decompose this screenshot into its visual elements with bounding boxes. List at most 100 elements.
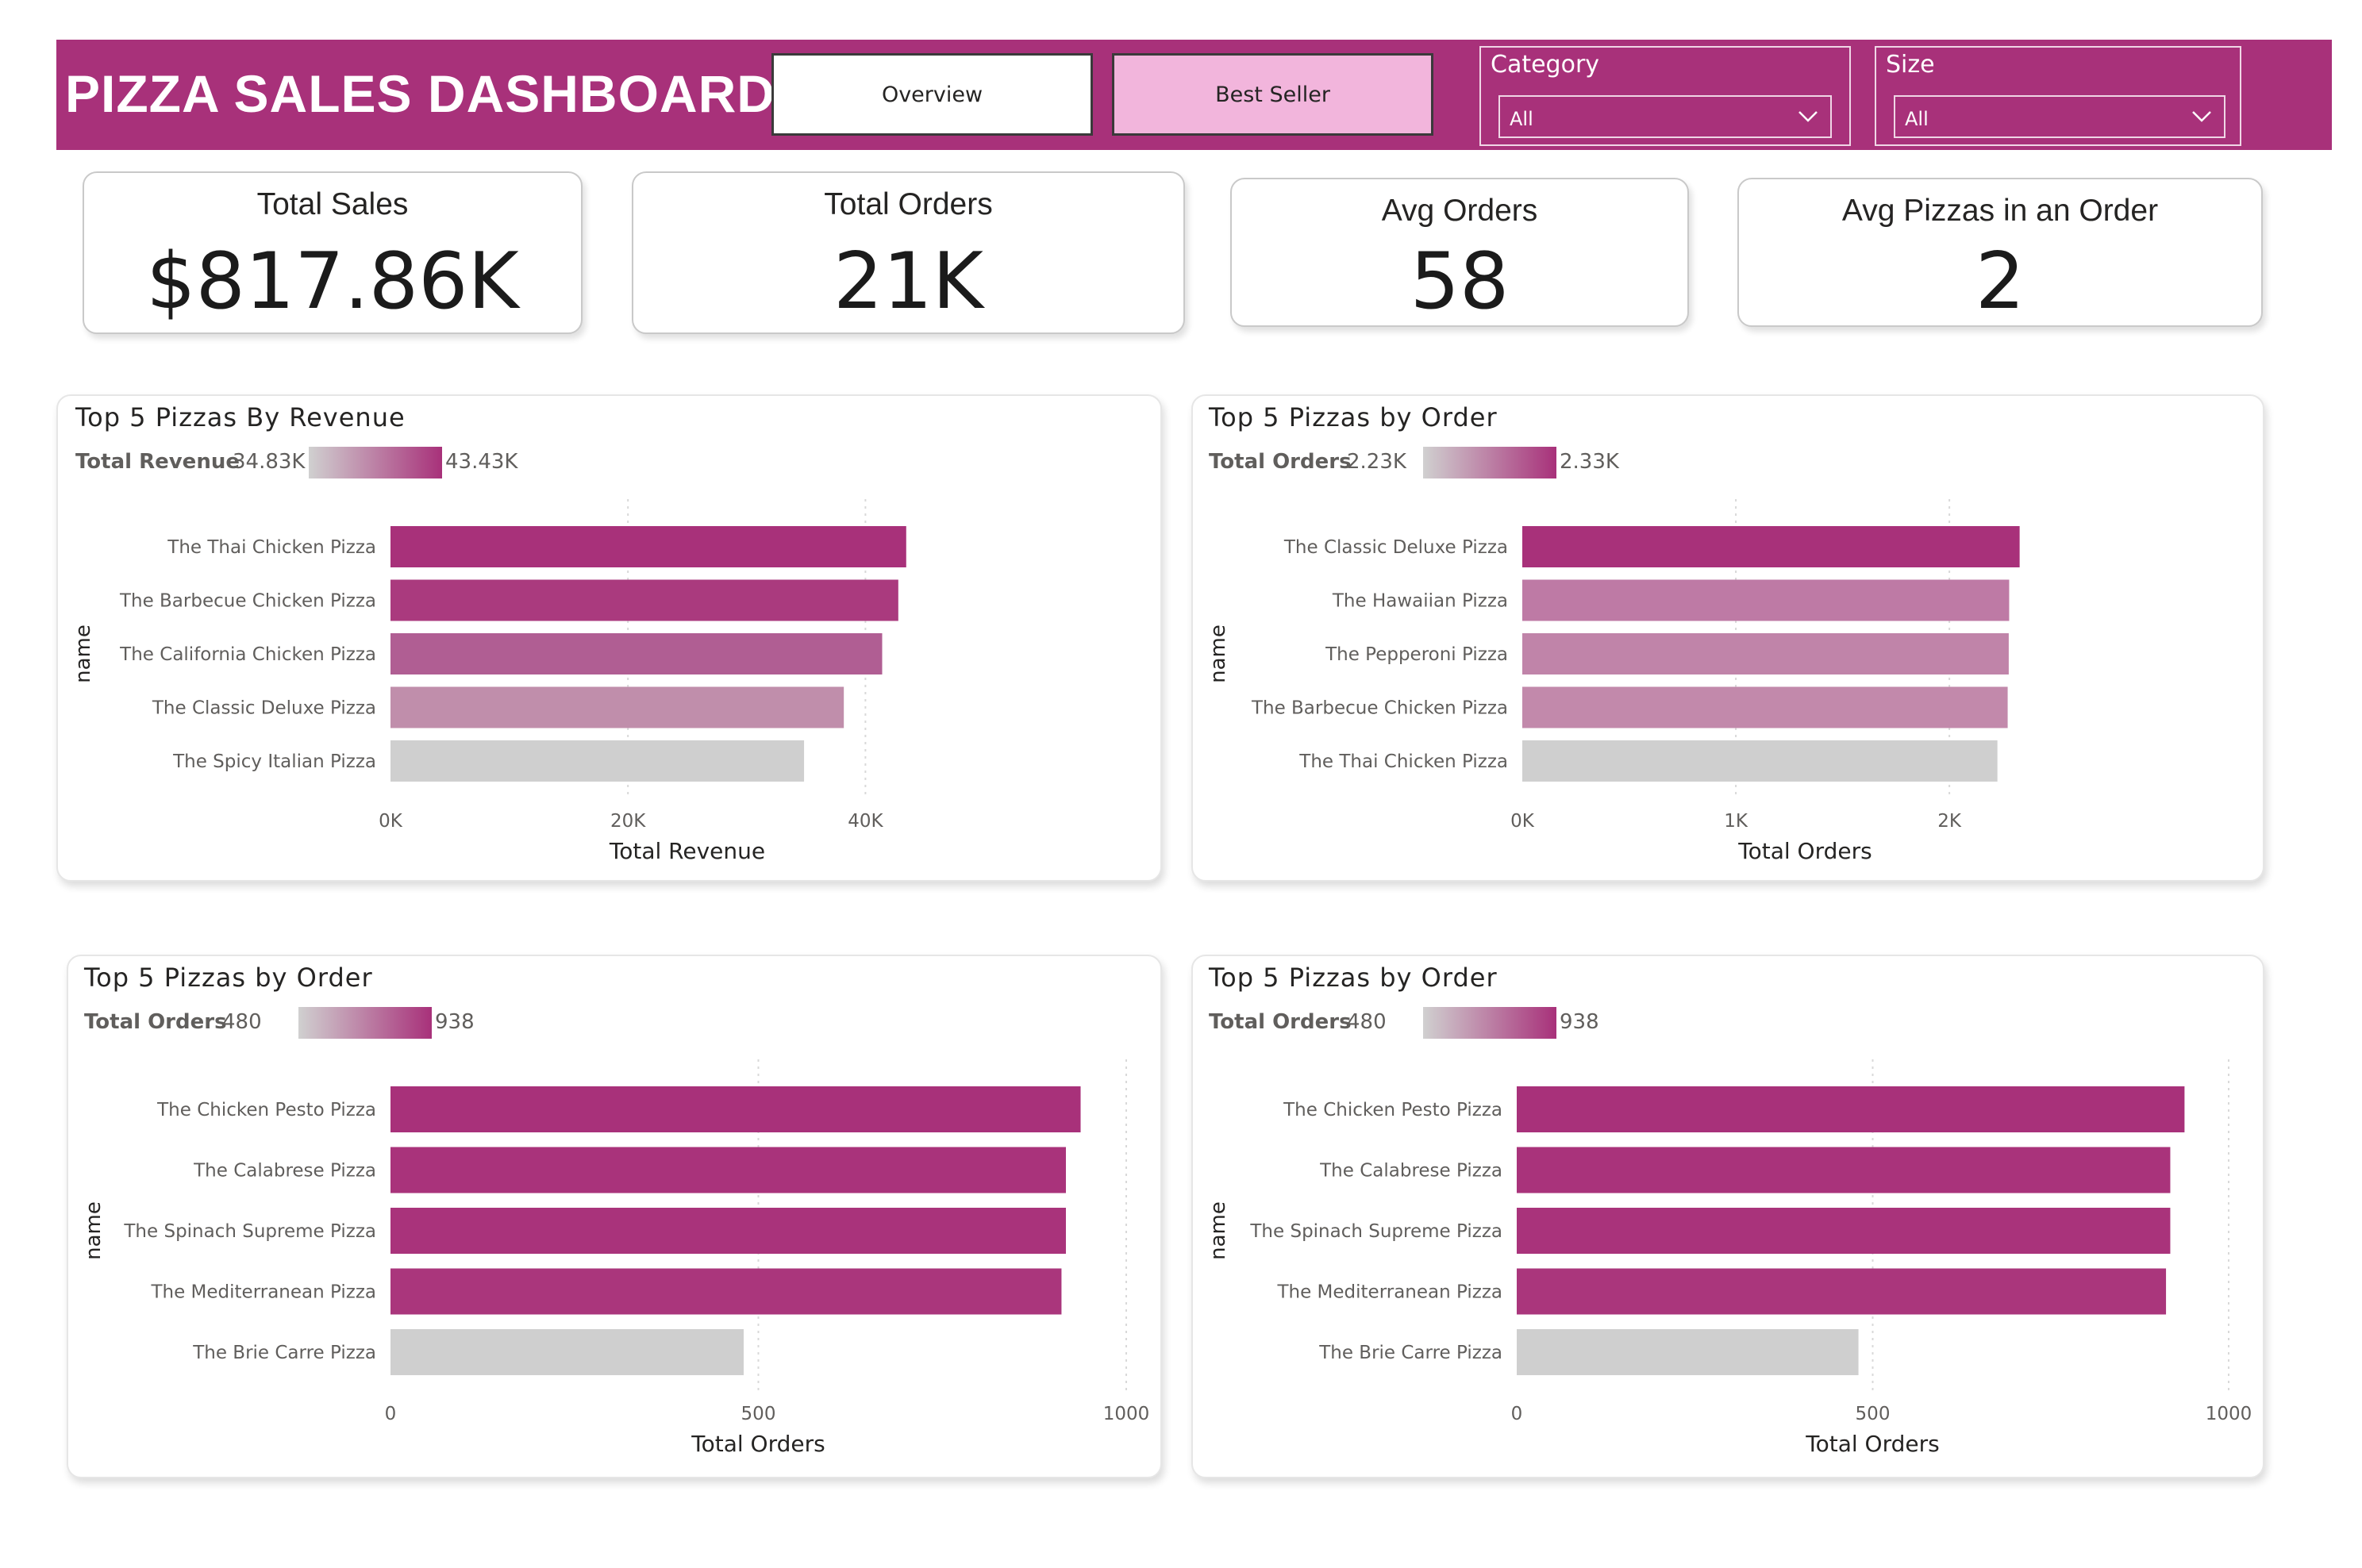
bar[interactable]: [390, 740, 805, 782]
category-label: The Chicken Pesto Pizza: [156, 1100, 376, 1120]
bar[interactable]: [1522, 686, 2008, 728]
legend-min: 2.23K: [1347, 450, 1406, 474]
bar[interactable]: [1522, 526, 2020, 567]
category-label: The Hawaiian Pizza: [1332, 591, 1508, 612]
kpi-value: 2: [1975, 236, 2025, 327]
category-label: The Brie Carre Pizza: [1318, 1343, 1502, 1363]
bar[interactable]: [390, 1268, 1062, 1315]
category-label: The Spinach Supreme Pizza: [1249, 1221, 1502, 1242]
chart-top5-revenue: Top 5 Pizzas By Revenue Total Revenue 34.8…: [56, 394, 1162, 882]
x-tick-label: 0: [1511, 1404, 1523, 1424]
chart-bottom5-orders: Top 5 Pizzas by Order Total Orders 480 938 0…: [67, 955, 1162, 1478]
kpi-total-sales: Total Sales $817.86K: [83, 171, 583, 334]
legend-name: Total Orders: [1209, 450, 1352, 474]
category-slicer: Category All: [1479, 46, 1851, 146]
x-tick-label: 0K: [379, 811, 403, 832]
kpi-avg-pizzas-per-order: Avg Pizzas in an Order 2: [1737, 178, 2263, 327]
bar[interactable]: [1517, 1329, 1859, 1375]
bar[interactable]: [1517, 1147, 2171, 1193]
bar[interactable]: [390, 526, 906, 567]
overview-button[interactable]: Overview: [771, 53, 1093, 136]
chart-bottom5-orders-2: Top 5 Pizzas by Order Total Orders 480 938 0…: [1191, 955, 2264, 1478]
x-tick-label: 500: [1856, 1404, 1891, 1424]
category-label: The Thai Chicken Pizza: [1298, 751, 1508, 772]
category-label: The Classic Deluxe Pizza: [1283, 537, 1508, 558]
gradient-legend: Total Orders 2.23K 2.33K: [1209, 447, 1685, 478]
category-label: The California Chicken Pizza: [119, 644, 376, 665]
gradient-legend: Total Orders 480 938: [1209, 1007, 1685, 1039]
legend-min: 480: [222, 1010, 262, 1034]
x-tick-label: 0: [385, 1404, 397, 1424]
y-axis-title: name: [82, 1201, 106, 1260]
gradient-legend: Total Orders 480 938: [84, 1007, 560, 1039]
bar[interactable]: [390, 1208, 1066, 1254]
category-label: The Mediterranean Pizza: [150, 1282, 376, 1303]
y-axis-title: name: [1206, 1201, 1230, 1260]
legend-max: 938: [435, 1010, 475, 1034]
x-tick-label: 1K: [1724, 811, 1748, 832]
category-label: The Thai Chicken Pizza: [167, 537, 376, 558]
category-dropdown-value: All: [1510, 108, 1533, 130]
bar[interactable]: [390, 1147, 1066, 1193]
category-slicer-label: Category: [1491, 51, 1600, 79]
kpi-value: 58: [1410, 236, 1510, 327]
bar[interactable]: [1522, 579, 2010, 621]
x-tick-label: 1000: [1103, 1404, 1150, 1424]
chevron-down-icon: [2192, 111, 2211, 122]
bar[interactable]: [390, 633, 883, 674]
kpi-label: Total Orders: [824, 187, 993, 221]
category-label: The Brie Carre Pizza: [192, 1343, 376, 1363]
chart-top5-orders: Top 5 Pizzas by Order Total Orders 2.23K 2.…: [1191, 394, 2264, 882]
bar[interactable]: [390, 1329, 744, 1375]
bar-chart-svg: 0K 1K 2K The Classic Deluxe Pizza The Hawaii…: [1206, 499, 2020, 864]
size-slicer-label: Size: [1886, 51, 1935, 79]
chart-title: Top 5 Pizzas by Order: [1209, 402, 1498, 432]
x-axis-title: Total Orders: [691, 1431, 825, 1457]
legend-min: 34.83K: [233, 450, 306, 474]
best-seller-button[interactable]: Best Seller: [1112, 53, 1433, 136]
category-label: The Chicken Pesto Pizza: [1283, 1100, 1502, 1120]
bar[interactable]: [1517, 1208, 2171, 1254]
chart-title: Top 5 Pizzas by Order: [1209, 963, 1498, 993]
kpi-value: $817.86K: [146, 236, 519, 327]
y-axis-title: name: [1206, 625, 1230, 683]
legend-gradient: [1423, 1007, 1556, 1039]
gradient-legend: Total Revenue 34.83K 43.43K: [75, 447, 552, 478]
category-label: The Classic Deluxe Pizza: [152, 698, 376, 719]
size-slicer: Size All: [1875, 46, 2241, 146]
legend-gradient: [298, 1007, 432, 1039]
bar[interactable]: [1522, 740, 1998, 782]
legend-min: 480: [1347, 1010, 1387, 1034]
bar[interactable]: [390, 579, 898, 621]
x-tick-label: 20K: [610, 811, 646, 832]
category-label: The Calabrese Pizza: [193, 1161, 376, 1182]
legend-max: 43.43K: [445, 450, 518, 474]
kpi-total-orders: Total Orders 21K: [632, 171, 1185, 334]
x-tick-label: 0K: [1510, 811, 1535, 832]
bar[interactable]: [390, 686, 844, 728]
category-dropdown[interactable]: All: [1498, 95, 1832, 138]
legend-name: Total Orders: [84, 1010, 227, 1034]
category-label: The Calabrese Pizza: [1319, 1161, 1502, 1182]
bar[interactable]: [1517, 1086, 2185, 1132]
category-label: The Spinach Supreme Pizza: [123, 1221, 376, 1242]
size-dropdown-value: All: [1905, 108, 1929, 130]
x-tick-label: 40K: [848, 811, 883, 832]
category-label: The Mediterranean Pizza: [1276, 1282, 1502, 1303]
bar-chart-svg: 0K 20K 40K The Thai Chicken Pizza The Barbec…: [71, 499, 906, 864]
x-axis-title: Total Orders: [1737, 838, 1872, 864]
best-seller-button-label: Best Seller: [1215, 82, 1330, 107]
legend-name: Total Orders: [1209, 1010, 1352, 1034]
chevron-down-icon: [1798, 111, 1818, 122]
size-dropdown[interactable]: All: [1894, 95, 2225, 138]
category-label: The Barbecue Chicken Pizza: [1251, 698, 1508, 719]
chart-title: Top 5 Pizzas By Revenue: [75, 402, 406, 432]
bar-chart-svg: 0 500 1000 The Chicken Pesto Pizza The Calab…: [1206, 1059, 2252, 1457]
kpi-label: Avg Pizzas in an Order: [1841, 194, 2159, 228]
legend-gradient: [1423, 447, 1556, 478]
bar[interactable]: [1522, 633, 2009, 674]
bar[interactable]: [1517, 1268, 2167, 1315]
x-axis-title: Total Revenue: [609, 838, 765, 864]
dashboard-title: PIZZA SALES DASHBOARD: [65, 64, 775, 123]
bar[interactable]: [390, 1086, 1081, 1132]
